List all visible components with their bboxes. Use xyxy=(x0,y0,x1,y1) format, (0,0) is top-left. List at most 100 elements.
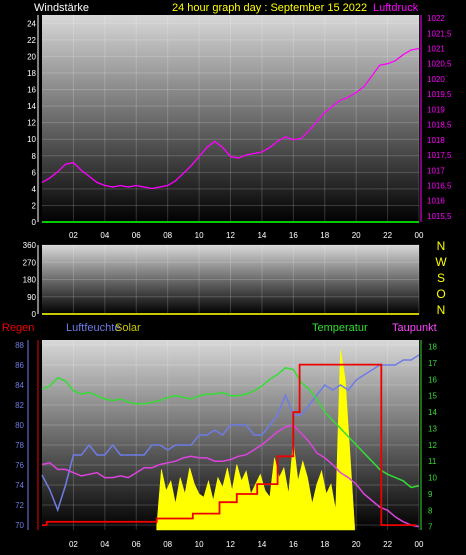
wind-tick-label: 4 xyxy=(32,185,37,194)
x-tick-label: 06 xyxy=(132,540,141,549)
panel-1-background xyxy=(42,15,419,222)
pressure-axis-title: Luftdruck xyxy=(373,2,419,14)
x-tick-label: 22 xyxy=(383,540,392,549)
humidity-tick-label: 76 xyxy=(15,461,24,470)
humidity-tick-label: 84 xyxy=(15,381,24,390)
x-tick-label: 18 xyxy=(320,231,329,240)
wind-tick-label: 8 xyxy=(32,152,37,161)
wind-tick-label: 2 xyxy=(32,201,37,210)
temperature-tick-label: 16 xyxy=(428,375,437,384)
wind-tick-label: 12 xyxy=(27,119,36,128)
panel-1-series xyxy=(41,47,420,223)
temperature-tick-label: 12 xyxy=(428,441,437,450)
humidity-tick-label: 82 xyxy=(15,401,24,410)
panel-2-background xyxy=(42,245,419,314)
pressure-tick-label: 1017 xyxy=(427,166,445,175)
temperature-tick-label: 15 xyxy=(428,392,437,401)
legend-solar: Solar xyxy=(115,322,141,334)
x-tick-label: 02 xyxy=(69,540,78,549)
direction-tick-label: 90 xyxy=(27,293,36,302)
wind-tick-label: 0 xyxy=(32,218,37,227)
temperature-tick-label: 18 xyxy=(428,343,437,352)
wind-tick-label: 20 xyxy=(27,52,36,61)
x-tick-label: 12 xyxy=(226,540,235,549)
wind-tick-label: 16 xyxy=(27,86,36,95)
series-regen xyxy=(42,363,416,526)
compass-label: N xyxy=(437,239,446,253)
temperature-tick-label: 10 xyxy=(428,474,437,483)
temperature-tick-label: 8 xyxy=(428,506,433,515)
direction-tick-label: 270 xyxy=(23,258,37,267)
temperature-tick-label: 13 xyxy=(428,424,437,433)
x-tick-label: 20 xyxy=(352,231,361,240)
compass-label: N xyxy=(437,303,446,317)
humidity-tick-label: 78 xyxy=(15,441,24,450)
panel-3-series xyxy=(41,349,420,531)
pressure-tick-label: 1018 xyxy=(427,136,445,145)
x-tick-label: 14 xyxy=(257,231,266,240)
humidity-tick-label: 88 xyxy=(15,341,24,350)
wind-tick-label: 14 xyxy=(27,102,36,111)
humidity-tick-label: 72 xyxy=(15,501,24,510)
x-tick-label: 02 xyxy=(69,231,78,240)
legend-taupunkt: Taupunkt xyxy=(392,322,437,334)
series-temperatur xyxy=(41,366,420,489)
compass-label: W xyxy=(435,255,447,269)
temperature-tick-label: 7 xyxy=(428,523,433,532)
x-tick-label: 08 xyxy=(163,540,172,549)
humidity-tick-label: 70 xyxy=(15,521,24,530)
temperature-tick-label: 11 xyxy=(428,457,437,466)
x-tick-label: 00 xyxy=(415,540,424,549)
wind-axis-title: Windstärke xyxy=(34,2,89,14)
legend-luftfeuchte: Luftfeuchte xyxy=(66,322,120,334)
compass-label: O xyxy=(436,287,445,301)
series-luftfeuchte xyxy=(41,354,420,513)
x-tick-label: 14 xyxy=(257,540,266,549)
wind-tick-label: 18 xyxy=(27,69,36,78)
pressure-tick-label: 1018,5 xyxy=(427,121,452,130)
legend-temperatur: Temperatur xyxy=(312,322,368,334)
x-tick-label: 06 xyxy=(132,231,141,240)
humidity-tick-label: 74 xyxy=(15,481,24,490)
x-tick-label: 18 xyxy=(320,540,329,549)
series-luftdruck xyxy=(41,47,420,190)
pressure-tick-label: 1017,5 xyxy=(427,151,452,160)
direction-tick-label: 0 xyxy=(32,310,37,319)
humidity-tick-label: 80 xyxy=(15,421,24,430)
direction-tick-label: 180 xyxy=(23,276,37,285)
pressure-tick-label: 1019,5 xyxy=(427,90,452,99)
series-solar xyxy=(156,349,355,531)
pressure-tick-label: 1020,5 xyxy=(427,60,452,69)
pressure-tick-label: 1016,5 xyxy=(427,181,452,190)
direction-tick-label: 360 xyxy=(23,241,37,250)
pressure-tick-label: 1015,5 xyxy=(427,212,452,221)
pressure-tick-label: 1022 xyxy=(427,14,445,23)
series-taupunkt xyxy=(41,424,420,528)
pressure-tick-label: 1019 xyxy=(427,105,445,114)
humidity-tick-label: 86 xyxy=(15,361,24,370)
compass-label: S xyxy=(437,271,445,285)
x-tick-label: 16 xyxy=(289,231,298,240)
x-tick-label: 08 xyxy=(163,231,172,240)
panel-1-axes: 02 04 06 08 10 12 14 16 18 20 22 000246810121416182… xyxy=(27,14,452,240)
x-tick-label: 12 xyxy=(226,231,235,240)
pressure-tick-label: 1016 xyxy=(427,197,445,206)
x-tick-label: 04 xyxy=(100,231,109,240)
x-tick-label: 10 xyxy=(195,540,204,549)
legend-regen: Regen xyxy=(2,322,34,334)
x-tick-label: 10 xyxy=(195,231,204,240)
x-tick-label: 16 xyxy=(289,540,298,549)
x-tick-label: 20 xyxy=(352,540,361,549)
temperature-tick-label: 14 xyxy=(428,408,437,417)
wind-tick-label: 6 xyxy=(32,168,37,177)
wind-tick-label: 24 xyxy=(27,19,36,28)
temperature-tick-label: 9 xyxy=(428,490,433,499)
pressure-tick-label: 1020 xyxy=(427,75,445,84)
wind-tick-label: 22 xyxy=(27,36,36,45)
x-tick-label: 04 xyxy=(100,540,109,549)
x-tick-label: 22 xyxy=(383,231,392,240)
chart-title: 24 hour graph day : September 15 2022 xyxy=(172,2,367,14)
pressure-tick-label: 1021 xyxy=(427,44,445,53)
